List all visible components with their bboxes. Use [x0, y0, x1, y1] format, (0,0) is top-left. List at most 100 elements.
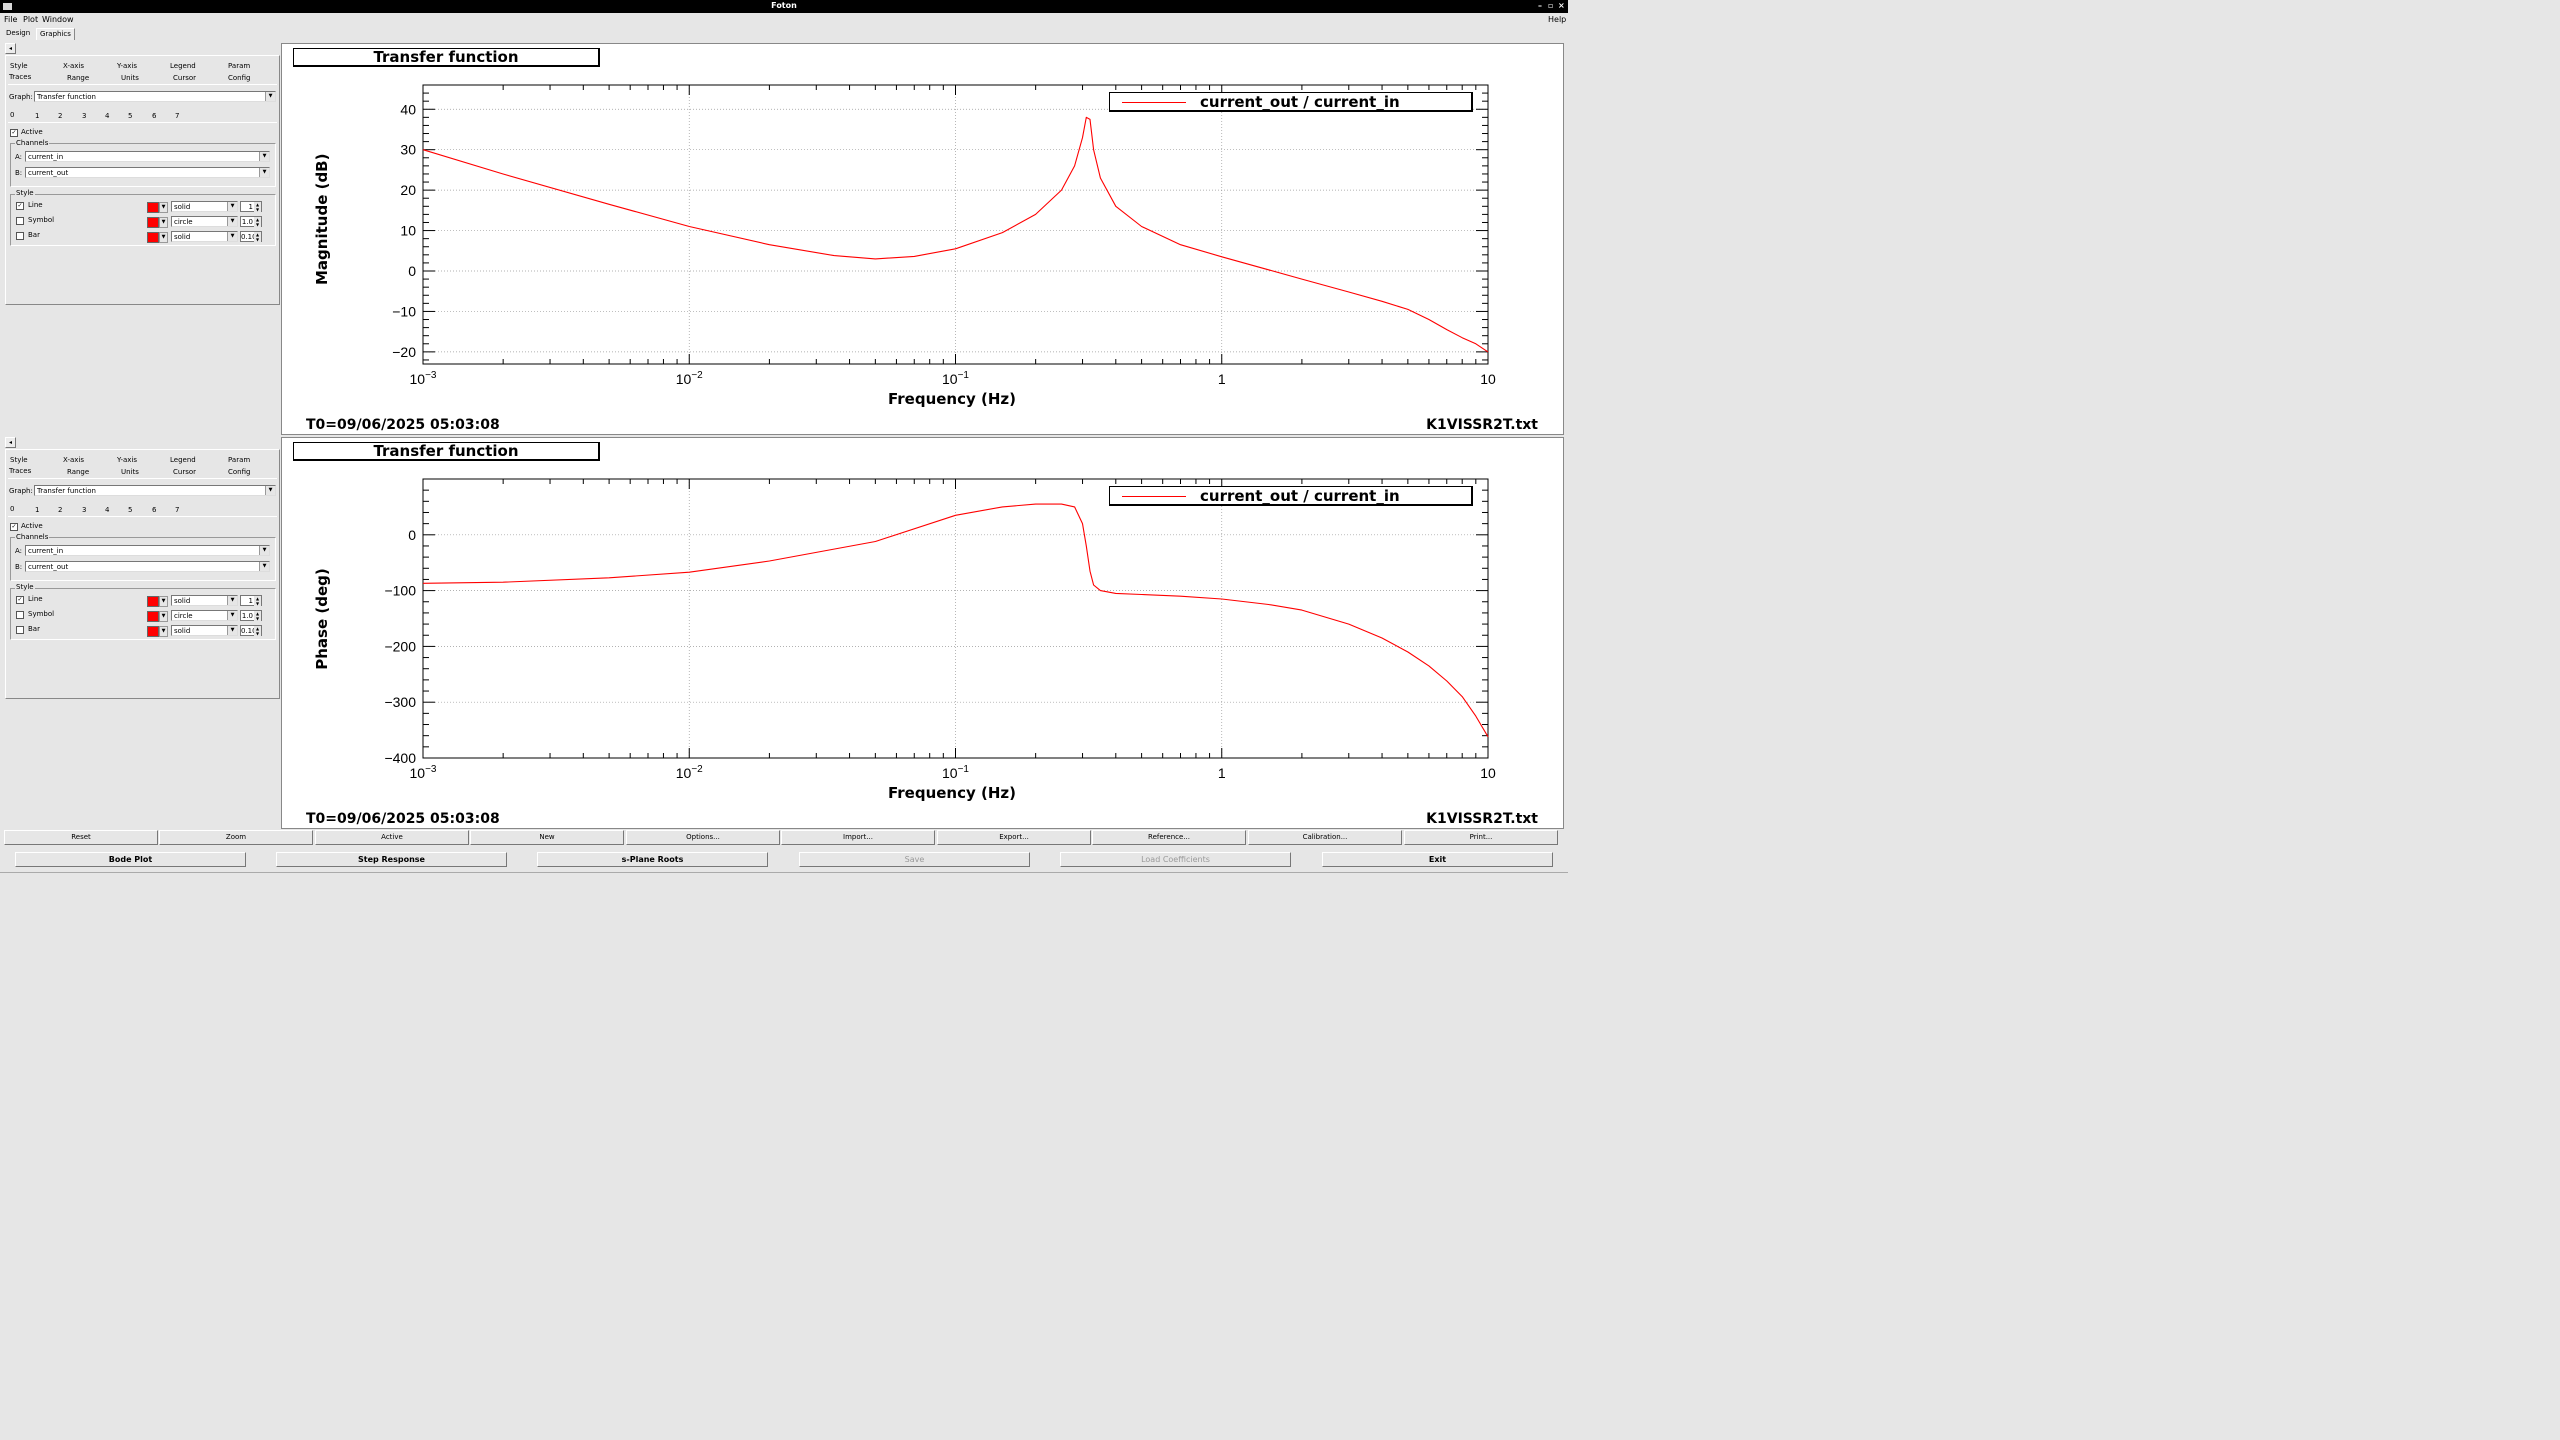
trace-tab-5[interactable]: 5 [128, 506, 133, 514]
load-coefficients-button[interactable]: Load Coefficients [1060, 852, 1291, 867]
trace-tab-7[interactable]: 7 [175, 506, 180, 514]
channel-a-select[interactable]: current_in ▼ [25, 151, 270, 162]
exit-button[interactable]: Exit [1322, 852, 1553, 867]
tab-param[interactable]: Param [228, 456, 251, 464]
calibration-button[interactable]: Calibration... [1248, 830, 1402, 845]
trace-tab-6[interactable]: 6 [152, 506, 157, 514]
tab-legend[interactable]: Legend [170, 62, 196, 70]
menu-help[interactable]: Help [1548, 15, 1567, 24]
tab-config[interactable]: Config [228, 74, 251, 82]
graph-select[interactable]: Transfer function ▼ [34, 485, 276, 496]
tab-cursor[interactable]: Cursor [173, 74, 197, 82]
save-button[interactable]: Save [799, 852, 1030, 867]
symbol-style-select[interactable]: circle ▼ [171, 216, 238, 227]
spinner-arrows-icon[interactable]: ▲ ▼ [254, 202, 261, 213]
bar-checkbox[interactable] [16, 626, 24, 634]
symbol-color-swatch[interactable] [147, 217, 159, 228]
import-button[interactable]: Import... [781, 830, 935, 845]
symbol-color-swatch[interactable] [147, 611, 159, 622]
trace-tab-0[interactable]: 0 [10, 505, 15, 513]
spinner-arrows-icon[interactable]: ▲ ▼ [254, 596, 261, 607]
reset-button[interactable]: Reset [4, 830, 158, 845]
bar-width-spinner[interactable]: 0.10 ▲ ▼ [240, 231, 262, 243]
reference-button[interactable]: Reference... [1092, 830, 1246, 845]
line-width-spinner[interactable]: 1 ▲ ▼ [240, 201, 262, 213]
symbol-checkbox[interactable] [16, 611, 24, 619]
close-icon[interactable]: × [1558, 1, 1565, 10]
graph-select[interactable]: Transfer function ▼ [34, 91, 276, 102]
bar-style-select[interactable]: solid ▼ [171, 231, 238, 242]
line-color-swatch[interactable] [147, 202, 159, 213]
channel-a-select[interactable]: current_in ▼ [25, 545, 270, 556]
tab-style[interactable]: Style [10, 62, 28, 70]
symbol-size-spinner[interactable]: 1.0 ▲ ▼ [240, 216, 262, 228]
plot-legend[interactable]: current_out / current_in [1109, 92, 1473, 112]
tab-style[interactable]: Style [10, 456, 28, 464]
zoom-button[interactable]: Zoom [159, 830, 313, 845]
trace-tab-1[interactable]: 1 [35, 506, 40, 514]
menu-window[interactable]: Window [42, 15, 74, 24]
channel-b-select[interactable]: current_out ▼ [25, 167, 270, 178]
maximize-icon[interactable]: ▫ [1548, 1, 1554, 10]
chevron-down-icon[interactable]: ▼ [159, 202, 168, 213]
trace-tab-0[interactable]: 0 [10, 111, 15, 119]
trace-tab-7[interactable]: 7 [175, 112, 180, 120]
line-style-select[interactable]: solid ▼ [171, 595, 238, 606]
trace-tab-2[interactable]: 2 [58, 112, 63, 120]
tab-traces[interactable]: Traces [9, 73, 32, 81]
tab-x-axis[interactable]: X-axis [63, 456, 84, 464]
menu-plot[interactable]: Plot [23, 15, 39, 24]
active-button[interactable]: Active [315, 830, 469, 845]
line-color-swatch[interactable] [147, 596, 159, 607]
chevron-down-icon[interactable]: ▼ [159, 596, 168, 607]
tab-y-axis[interactable]: Y-axis [117, 456, 137, 464]
spinner-arrows-icon[interactable]: ▲ ▼ [254, 611, 261, 622]
trace-tab-6[interactable]: 6 [152, 112, 157, 120]
bar-color-swatch[interactable] [147, 232, 159, 243]
options-button[interactable]: Options... [626, 830, 780, 845]
line-checkbox[interactable]: ✓ [16, 596, 24, 604]
menu-file[interactable]: File [4, 15, 18, 24]
spinner-arrows-icon[interactable]: ▲ ▼ [254, 217, 261, 228]
bar-checkbox[interactable] [16, 232, 24, 240]
plot-pad-phase[interactable]: Transfer function 0 −100 −200 −300 −400 10−3 1… [281, 437, 1564, 829]
collapse-panel-button[interactable]: ◂ [5, 437, 16, 448]
symbol-size-spinner[interactable]: 1.0 ▲ ▼ [240, 610, 262, 622]
tab-range[interactable]: Range [67, 74, 90, 82]
tab-units[interactable]: Units [121, 468, 139, 476]
tab-design[interactable]: Design [6, 29, 31, 37]
bode-plot-button[interactable]: Bode Plot [15, 852, 246, 867]
trace-tab-4[interactable]: 4 [105, 506, 110, 514]
chevron-down-icon[interactable]: ▼ [159, 626, 168, 637]
symbol-checkbox[interactable] [16, 217, 24, 225]
line-style-select[interactable]: solid ▼ [171, 201, 238, 212]
tab-x-axis[interactable]: X-axis [63, 62, 84, 70]
tab-config[interactable]: Config [228, 468, 251, 476]
trace-tab-5[interactable]: 5 [128, 112, 133, 120]
export-button[interactable]: Export... [937, 830, 1091, 845]
chevron-down-icon[interactable]: ▼ [159, 232, 168, 243]
tab-graphics[interactable]: Graphics [36, 28, 75, 40]
chevron-down-icon[interactable]: ▼ [159, 217, 168, 228]
tab-traces[interactable]: Traces [9, 467, 32, 475]
plot-legend[interactable]: current_out / current_in [1109, 486, 1473, 506]
channel-b-select[interactable]: current_out ▼ [25, 561, 270, 572]
trace-tab-2[interactable]: 2 [58, 506, 63, 514]
bar-style-select[interactable]: solid ▼ [171, 625, 238, 636]
tab-param[interactable]: Param [228, 62, 251, 70]
tab-units[interactable]: Units [121, 74, 139, 82]
trace-tab-1[interactable]: 1 [35, 112, 40, 120]
s-plane-roots-button[interactable]: s-Plane Roots [537, 852, 768, 867]
line-checkbox[interactable]: ✓ [16, 202, 24, 210]
line-width-spinner[interactable]: 1 ▲ ▼ [240, 595, 262, 607]
minimize-icon[interactable]: – [1538, 1, 1542, 10]
symbol-style-select[interactable]: circle ▼ [171, 610, 238, 621]
trace-tab-3[interactable]: 3 [82, 112, 87, 120]
plot-pad-magnitude[interactable]: Transfer function 40 30 20 10 0 −10 −20 10−3 10−… [281, 43, 1564, 435]
tab-legend[interactable]: Legend [170, 456, 196, 464]
active-checkbox[interactable]: ✓ [10, 129, 18, 137]
bar-width-spinner[interactable]: 0.10 ▲ ▼ [240, 625, 262, 637]
step-response-button[interactable]: Step Response [276, 852, 507, 867]
trace-tab-4[interactable]: 4 [105, 112, 110, 120]
